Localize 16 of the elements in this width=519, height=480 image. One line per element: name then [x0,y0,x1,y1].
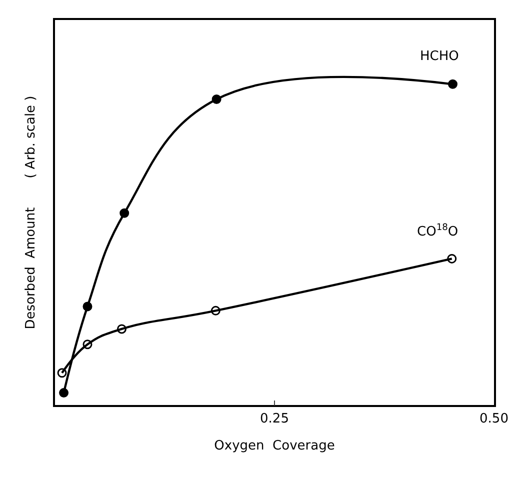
point [82,340,92,350]
x-tick-label: 0.50 [480,411,508,426]
point [447,254,457,264]
point [212,94,222,104]
series-label: CO$^{18}$O [417,223,458,240]
point [210,306,220,316]
y-axis-title: Desorbed Amount ( Arb. scale ) [24,96,39,330]
point [116,324,126,334]
point [82,302,92,312]
x-tick-label: 0.25 [260,411,289,426]
point [120,208,130,218]
series-label: HCHO [420,49,459,64]
point [57,368,67,378]
x-axis-title: Oxygen Coverage [214,438,335,454]
point [448,79,458,89]
point [59,388,69,398]
